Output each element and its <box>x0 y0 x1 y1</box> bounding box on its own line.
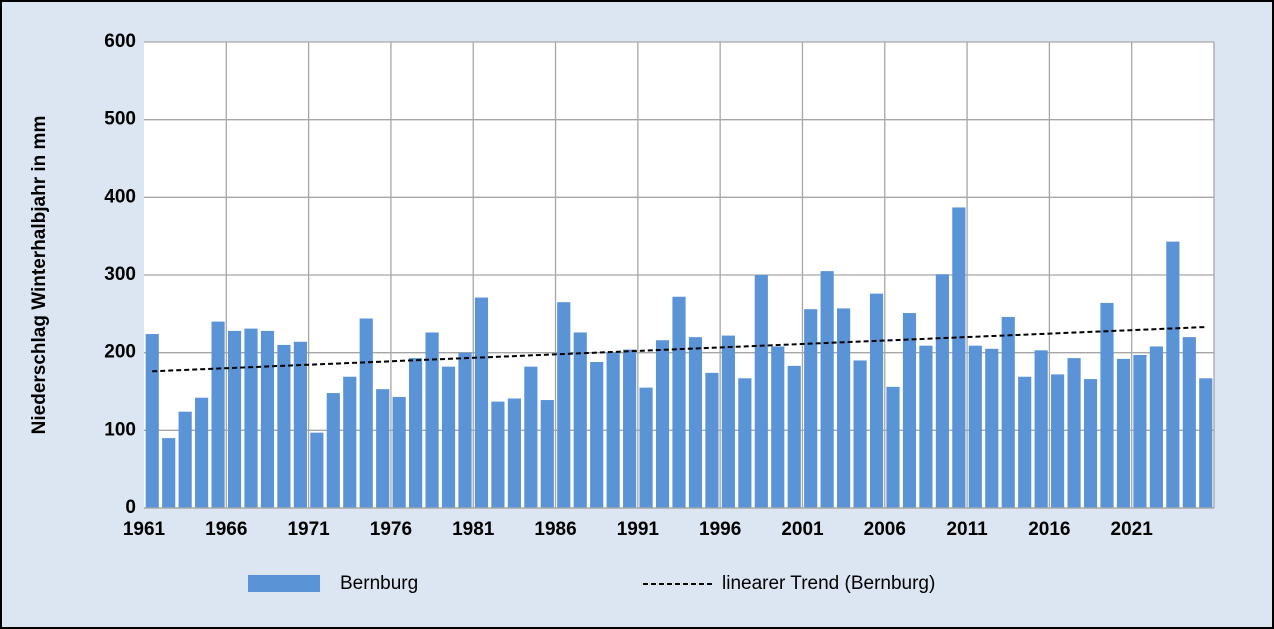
bar <box>145 334 159 508</box>
bar <box>820 271 834 508</box>
bar <box>655 340 670 508</box>
legend-label: linearer Trend (Bernburg) <box>722 573 935 594</box>
bar <box>1083 379 1098 508</box>
x-tick-label: 1991 <box>617 519 660 540</box>
bar <box>902 313 917 508</box>
bar <box>441 366 456 508</box>
bar <box>985 348 999 508</box>
y-tick-label: 400 <box>104 186 136 207</box>
bar <box>507 398 521 508</box>
y-tick-label: 0 <box>125 497 136 518</box>
bar <box>359 318 373 508</box>
bar <box>491 401 505 508</box>
bar <box>1133 354 1147 508</box>
bar <box>540 400 554 508</box>
bar <box>277 344 291 508</box>
legend-swatch <box>248 575 320 592</box>
bar <box>573 332 587 508</box>
y-axis-label: Niederschlag Winterhalbjahr in mm <box>29 116 50 435</box>
bar <box>804 309 818 508</box>
x-tick-label: 1981 <box>452 519 495 540</box>
bar <box>244 328 258 508</box>
bar <box>1018 376 1032 508</box>
bar <box>837 308 851 508</box>
x-tick-label: 2006 <box>864 519 906 540</box>
bar <box>1116 358 1131 508</box>
bar <box>343 376 357 508</box>
bar <box>590 361 604 508</box>
bar <box>623 349 637 508</box>
bar <box>326 393 340 508</box>
legend-label: Bernburg <box>340 573 418 594</box>
bar <box>211 321 225 508</box>
bar <box>557 302 571 508</box>
x-tick-label: 1976 <box>370 519 412 540</box>
bar <box>1034 350 1048 508</box>
bar <box>162 438 176 508</box>
x-tick-label: 2001 <box>781 519 824 540</box>
bar <box>1067 358 1081 508</box>
y-tick-label: 600 <box>104 31 136 52</box>
bar <box>392 396 406 508</box>
bar <box>293 341 307 508</box>
x-tick-label: 1996 <box>699 519 741 540</box>
bar <box>458 352 472 508</box>
y-tick-label: 200 <box>104 342 136 363</box>
bar <box>853 360 867 508</box>
bar <box>721 335 735 508</box>
bar <box>869 293 884 508</box>
bar <box>409 358 423 508</box>
bar <box>935 274 949 508</box>
bar <box>376 389 390 508</box>
bar <box>606 352 620 508</box>
bar <box>886 386 900 508</box>
bar <box>1100 302 1114 508</box>
bar <box>260 330 275 508</box>
bar <box>1149 346 1163 508</box>
bar <box>639 387 653 508</box>
bar <box>1051 374 1065 508</box>
x-tick-label: 2016 <box>1028 519 1070 540</box>
bar <box>968 345 982 508</box>
bar <box>1182 337 1196 508</box>
y-tick-label: 100 <box>104 419 136 440</box>
bar <box>178 411 192 508</box>
marks <box>145 207 1213 508</box>
bar <box>227 330 242 508</box>
bar <box>195 397 209 508</box>
y-tick-label: 300 <box>104 264 136 285</box>
bar <box>738 378 752 508</box>
y-tick-label: 500 <box>104 109 136 130</box>
x-tick-label: 2021 <box>1111 519 1154 540</box>
bar <box>425 332 439 508</box>
x-tick-label: 1971 <box>287 519 330 540</box>
bar <box>1001 316 1015 508</box>
bar <box>688 337 703 508</box>
x-tick-label: 1961 <box>123 519 166 540</box>
bar <box>1166 241 1180 508</box>
bar <box>310 432 324 508</box>
bar <box>1199 378 1213 508</box>
bar <box>524 366 538 508</box>
bar <box>771 346 785 508</box>
x-tick-label: 1966 <box>205 519 247 540</box>
bar <box>672 296 686 508</box>
bar <box>952 207 966 508</box>
x-tick-label: 1986 <box>534 519 576 540</box>
bar <box>474 297 489 508</box>
bar <box>919 345 933 508</box>
x-tick-label: 2011 <box>946 519 988 540</box>
bar <box>787 365 801 508</box>
bar <box>705 372 719 508</box>
bar <box>754 275 768 508</box>
